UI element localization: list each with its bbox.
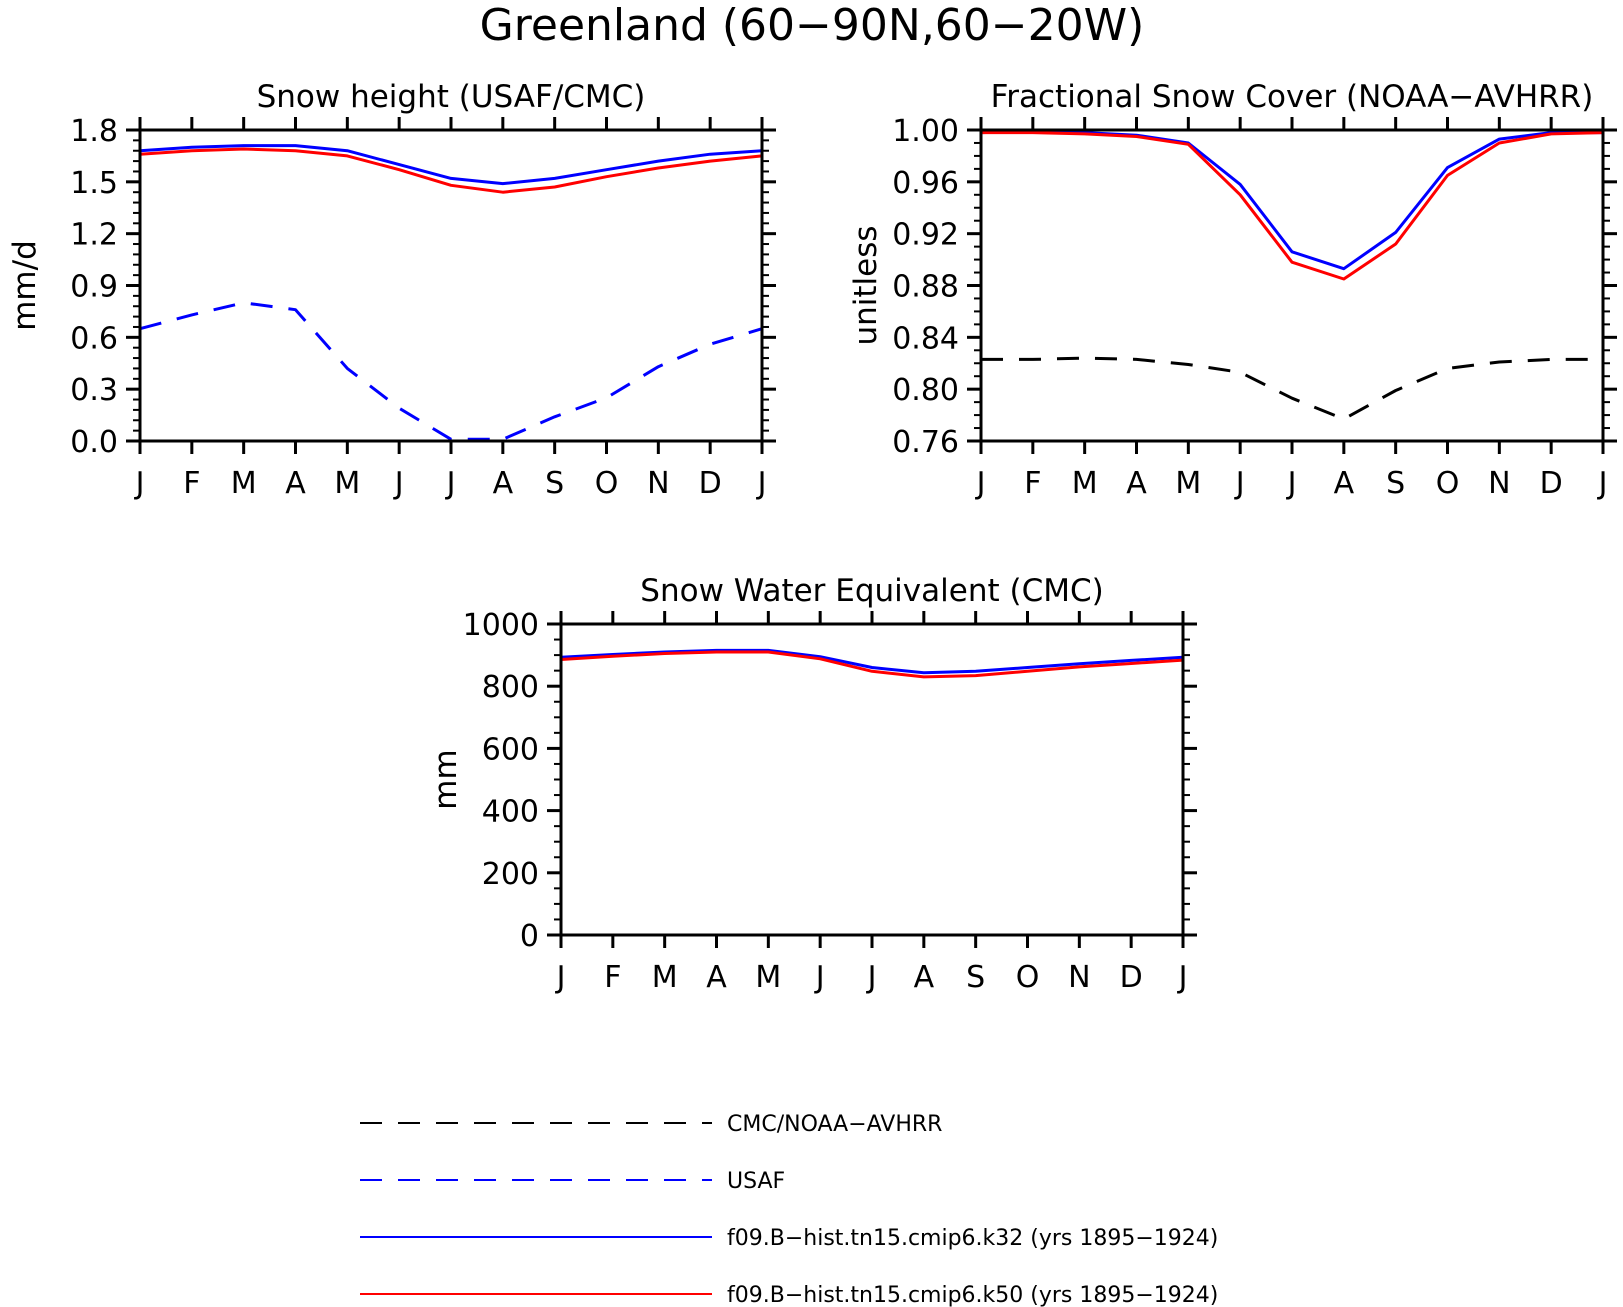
figure-title: Greenland (60−90N,60−20W) [480,0,1145,51]
x-tick-label: N [647,466,669,501]
x-tick-label: J [975,466,986,501]
y-tick-label: 1.00 [892,114,959,149]
panel-title: Snow height (USAF/CMC) [257,79,646,115]
y-axis-label: mm [428,749,464,809]
series-line-4 [139,147,763,194]
panel-title: Fractional Snow Cover (NOAA−AVHRR) [991,79,1594,115]
x-tick-label: D [1540,466,1563,501]
x-tick-label: J [1286,466,1297,501]
series-line-3 [981,131,1604,281]
x-tick-label: S [966,960,985,995]
series-line-3 [139,144,763,186]
x-tick-label: M [231,466,257,501]
y-tick-label: 200 [482,857,539,892]
x-tick-label: F [1024,466,1041,501]
x-tick-label: J [445,466,456,501]
x-tick-label: J [393,466,404,501]
y-tick-label: 0.76 [892,425,959,460]
x-tick-label: N [1488,466,1510,501]
legend-item-4: f09.B−hist.tn15.cmip6.k50 (yrs 1895−1924… [360,1283,1218,1307]
y-tick-label: 1000 [463,608,539,643]
series-line-1 [981,356,1603,421]
x-tick-label: F [183,466,200,501]
x-tick-label: J [134,466,145,501]
x-tick-label: J [866,960,877,995]
legend-item-3: f09.B−hist.tn15.cmip6.k32 (yrs 1895−1924… [360,1226,1218,1251]
panel-title: Snow Water Equivalent (CMC) [640,573,1103,609]
x-tick-label: A [1126,466,1147,501]
y-tick-label: 0.84 [892,321,959,356]
x-tick-label: J [814,960,825,995]
series-line-2 [139,301,763,441]
x-tick-label: N [1068,960,1090,995]
plot-frame [138,128,764,443]
x-tick-label: S [1386,466,1405,501]
chart-panel-2: J F M A M J J A S O N D J0.760.800.840.880.920.961.0… [848,79,1617,501]
y-tick-label: 1.5 [70,166,118,201]
series-line-3 [560,650,1184,679]
y-axis-label: unitless [848,225,884,345]
x-tick-label: A [285,466,306,501]
y-tick-label: 1.8 [70,114,118,149]
y-tick-label: 0.92 [892,218,959,253]
plot-frame [979,128,1605,443]
x-tick-label: D [699,466,722,501]
legend-item-1: CMC/NOAA−AVHRR [360,1112,942,1137]
y-tick-label: 0.6 [70,321,118,356]
x-tick-label: M [334,466,360,501]
x-tick-label: J [1234,466,1245,501]
y-tick-label: 0.3 [70,373,118,408]
y-tick-label: 0.9 [70,270,118,305]
x-tick-label: J [756,466,767,501]
y-tick-label: 0.80 [892,373,959,408]
y-axis-label: mm/d [7,240,43,331]
x-tick-label: A [914,960,935,995]
y-tick-label: 600 [482,732,539,767]
y-tick-label: 0.0 [70,425,118,460]
legend-item-2: USAF [360,1169,785,1194]
y-tick-label: 1.2 [70,218,118,253]
y-tick-label: 0.96 [892,166,959,201]
x-tick-label: O [1436,466,1460,501]
x-tick-label: A [706,960,727,995]
y-tick-label: 400 [482,795,539,830]
legend-label: f09.B−hist.tn15.cmip6.k32 (yrs 1895−1924… [727,1226,1218,1251]
legend: CMC/NOAA−AVHRR USAF f09.B−hist.tn15.cmip6.… [360,1112,1218,1307]
x-tick-label: M [755,960,781,995]
x-tick-label: A [1334,466,1355,501]
x-tick-label: O [595,466,619,501]
series-line-2 [980,129,1603,271]
legend-label: CMC/NOAA−AVHRR [727,1112,942,1137]
x-tick-label: J [1177,960,1188,995]
x-tick-label: A [493,466,514,501]
x-tick-label: J [555,960,566,995]
legend-label: USAF [727,1169,785,1194]
y-tick-label: 0.88 [892,270,959,305]
x-tick-label: M [1175,466,1201,501]
x-tick-label: M [1072,466,1098,501]
x-tick-label: O [1016,960,1040,995]
x-tick-label: M [652,960,678,995]
x-tick-label: S [545,466,564,501]
y-tick-label: 800 [482,670,539,705]
x-tick-label: J [1597,466,1608,501]
y-tick-label: 0 [520,919,539,954]
x-tick-label: D [1120,960,1143,995]
x-tick-label: F [604,960,621,995]
legend-label: f09.B−hist.tn15.cmip6.k50 (yrs 1895−1924… [727,1283,1218,1307]
